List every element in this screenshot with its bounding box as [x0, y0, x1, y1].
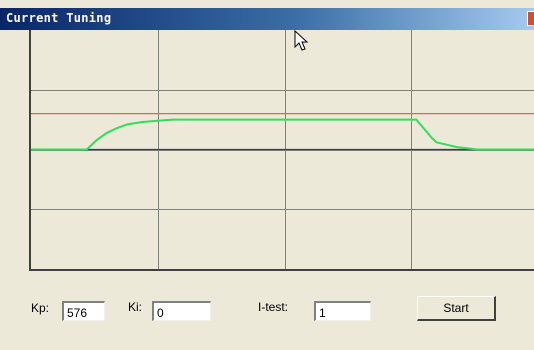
start-button[interactable]: Start: [417, 296, 496, 321]
mouse-pointer-icon: [294, 30, 309, 51]
itest-input[interactable]: [314, 301, 371, 321]
plot-area: [29, 30, 534, 271]
window-title: Current Tuning: [6, 11, 112, 25]
title-bar[interactable]: Current Tuning: [0, 8, 534, 30]
kp-label: Kp:: [31, 301, 50, 315]
close-icon[interactable]: [527, 11, 534, 26]
response-plot: [31, 30, 534, 269]
itest-label: I-test:: [258, 300, 289, 314]
response-trace: [31, 118, 534, 151]
kp-input[interactable]: [62, 301, 105, 321]
ki-label: Ki:: [128, 300, 143, 314]
ki-input[interactable]: [152, 301, 211, 321]
